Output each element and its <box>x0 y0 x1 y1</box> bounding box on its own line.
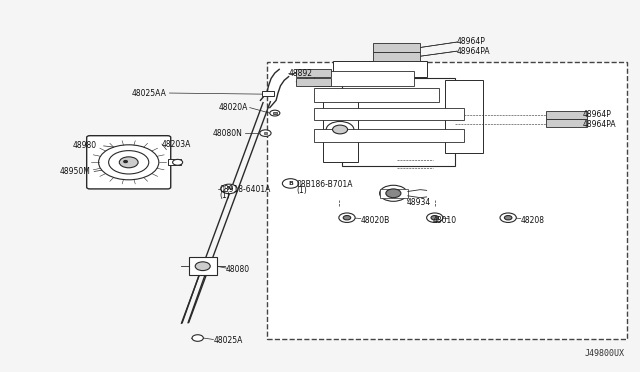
Text: 48964P: 48964P <box>582 110 611 119</box>
Bar <box>296 78 331 86</box>
Circle shape <box>326 122 354 138</box>
Text: 48080: 48080 <box>226 265 250 274</box>
Circle shape <box>124 160 127 163</box>
Text: (1): (1) <box>220 191 230 200</box>
Text: 48010: 48010 <box>433 216 457 225</box>
Circle shape <box>195 262 210 270</box>
Bar <box>445 80 483 153</box>
Bar <box>314 87 439 102</box>
Bar <box>314 71 414 86</box>
Bar <box>546 110 587 119</box>
Bar <box>314 129 464 142</box>
Text: 48934: 48934 <box>406 198 431 207</box>
Bar <box>342 78 455 166</box>
Bar <box>373 43 420 52</box>
Circle shape <box>386 189 401 198</box>
Text: 48964PA: 48964PA <box>457 47 490 56</box>
Text: (1): (1) <box>297 186 308 195</box>
FancyBboxPatch shape <box>86 136 171 189</box>
Circle shape <box>109 151 148 174</box>
Bar <box>333 61 427 77</box>
Text: 48980: 48980 <box>72 141 97 150</box>
Text: 48080N: 48080N <box>213 129 243 138</box>
Circle shape <box>333 125 348 134</box>
Circle shape <box>343 215 351 220</box>
Bar <box>380 189 408 198</box>
Circle shape <box>99 145 159 180</box>
Circle shape <box>260 130 271 137</box>
Bar <box>264 132 267 134</box>
Text: 48020A: 48020A <box>218 103 248 112</box>
Text: 08918-6401A: 08918-6401A <box>220 185 271 194</box>
Circle shape <box>119 157 138 168</box>
Circle shape <box>431 215 438 220</box>
Text: 48950M: 48950M <box>60 167 91 176</box>
Circle shape <box>282 179 299 188</box>
Text: J49800UX: J49800UX <box>584 349 624 358</box>
Bar <box>273 112 276 114</box>
Bar <box>373 52 420 61</box>
Text: 48964PA: 48964PA <box>582 120 616 129</box>
Bar <box>267 62 627 339</box>
Text: 48208: 48208 <box>521 216 545 225</box>
Text: 48020B: 48020B <box>361 216 390 225</box>
Text: 48025A: 48025A <box>213 336 243 346</box>
Bar <box>546 119 587 127</box>
Circle shape <box>221 184 237 194</box>
Text: N: N <box>227 186 232 192</box>
Bar <box>262 91 273 96</box>
Text: 48964P: 48964P <box>457 38 486 46</box>
Circle shape <box>504 215 512 220</box>
Text: 48892: 48892 <box>289 69 312 78</box>
Bar <box>323 97 358 162</box>
Bar <box>189 257 216 275</box>
Bar <box>168 159 181 165</box>
Bar <box>314 108 464 121</box>
Text: 48203A: 48203A <box>162 140 191 148</box>
Circle shape <box>192 335 204 341</box>
Circle shape <box>339 213 355 222</box>
Circle shape <box>427 213 443 222</box>
Text: 48025AA: 48025AA <box>131 89 166 97</box>
Text: B: B <box>288 181 293 186</box>
Bar <box>296 69 331 77</box>
Circle shape <box>173 159 182 165</box>
Text: 08B186-B701A: 08B186-B701A <box>297 180 353 189</box>
Circle shape <box>500 213 516 222</box>
Circle shape <box>270 110 280 116</box>
Circle shape <box>380 185 407 201</box>
